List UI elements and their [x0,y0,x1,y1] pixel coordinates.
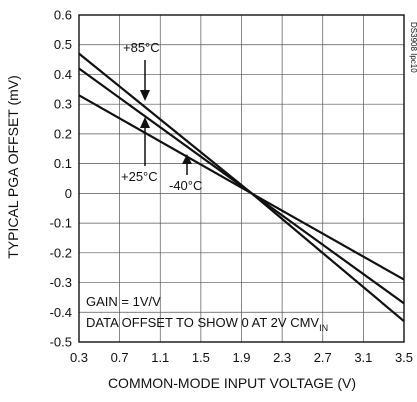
y-tick-label: -0.5 [50,335,72,350]
label-plus-85c: +85°C [123,40,160,55]
series-line-minus-40c [78,94,405,281]
y-tick-labels: 0.6 0.5 0.4 0.3 0.2 0.1 0 -0.1 -0.2 -0.3 -0.4 -0.5 [50,8,72,350]
y-tick-label: -0.4 [50,305,72,320]
y-tick-label: -0.1 [50,216,72,231]
arrow-minus-40c-head [182,154,192,164]
y-tick-label: -0.2 [50,245,72,260]
offset-note-subscript: IN [319,323,328,333]
y-tick-label: 0.6 [54,8,72,23]
y-axis-title: TYPICAL PGA OFFSET (mV) [5,75,21,259]
x-tick-label: 2.7 [314,350,332,365]
y-tick-label: -0.3 [50,275,72,290]
x-tick-label: 1.5 [192,350,210,365]
gain-note: GAIN = 1V/V [86,294,161,309]
label-plus-25c: +25°C [121,169,158,184]
offset-note: DATA OFFSET TO SHOW 0 AT 2V CMVIN [86,315,328,333]
y-tick-label: 0 [65,186,72,201]
grid-lines [78,14,405,343]
x-tick-labels: 0.3 0.7 1.1 1.5 1.9 2.3 2.7 3.1 3.5 [70,350,413,365]
y-tick-label: 0.4 [54,67,72,82]
y-tick-label: 0.2 [54,126,72,141]
y-tick-label: 0.3 [54,97,72,112]
x-tick-label: 1.9 [232,350,250,365]
arrow-plus-25c-head [140,117,150,128]
offset-note-main: DATA OFFSET TO SHOW 0 AT 2V CMV [86,315,319,330]
plot-frame [78,14,405,343]
x-tick-label: 2.3 [273,350,291,365]
x-axis-title: COMMON-MODE INPUT VOLTAGE (V) [108,375,356,391]
x-tick-label: 3.5 [395,350,413,365]
x-tick-label: 3.1 [354,350,372,365]
x-tick-label: 1.1 [151,350,169,365]
x-tick-label: 0.3 [70,350,88,365]
label-minus-40c: -40°C [169,178,202,193]
data-series [78,52,405,323]
arrow-plus-85c-head [140,90,150,101]
x-tick-label: 0.7 [111,350,129,365]
figure-id: DS3908 Ipc10 [409,22,417,73]
y-tick-label: 0.1 [54,156,72,171]
y-tick-label: 0.5 [54,37,72,52]
